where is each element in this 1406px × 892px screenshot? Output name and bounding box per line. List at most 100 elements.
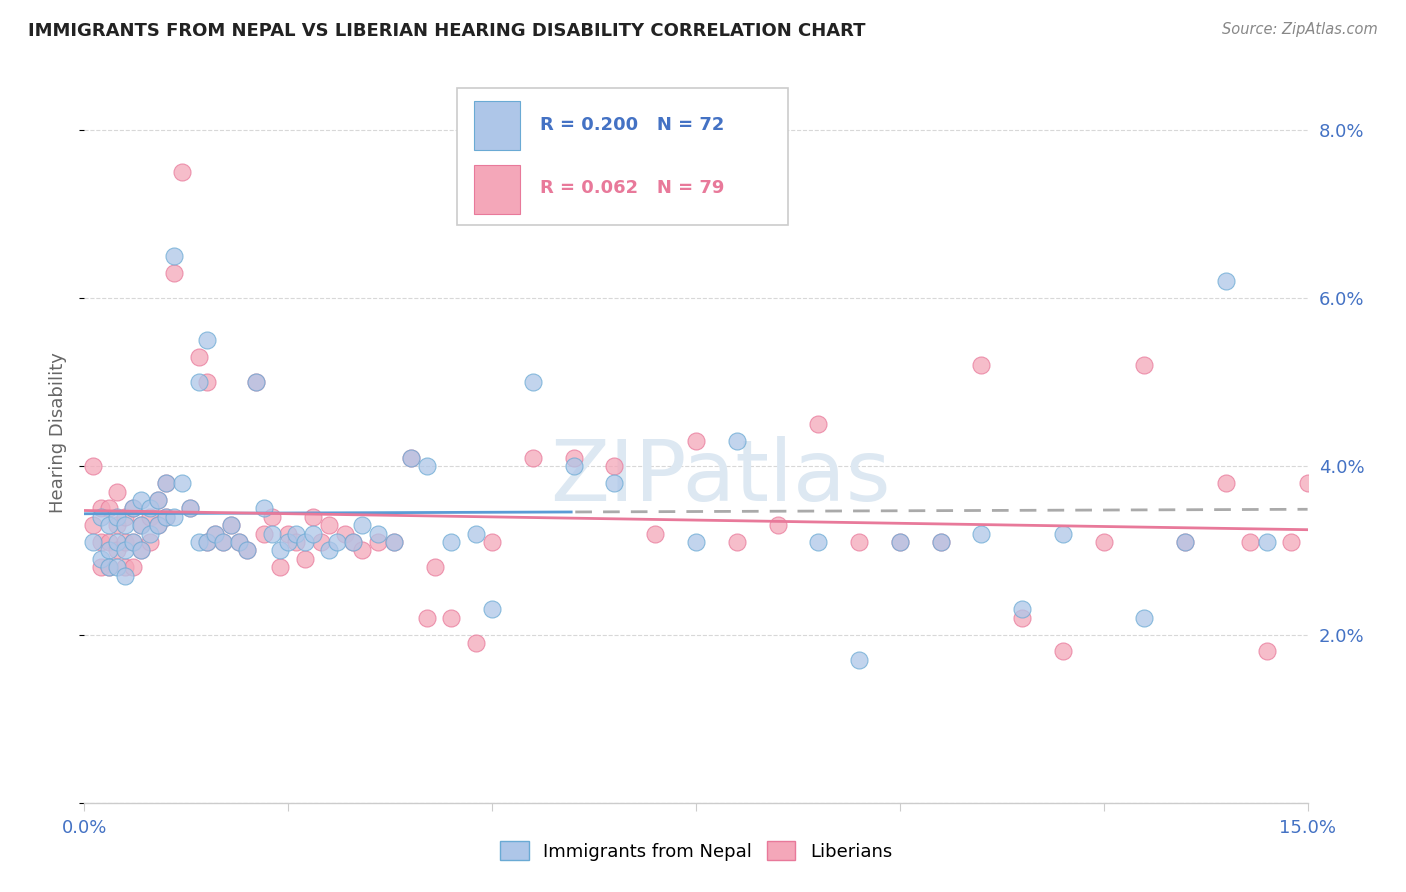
Point: [440, 610, 463, 624]
Point: [97, 543, 120, 558]
Point: [97, 535, 120, 549]
Point: [367, 526, 389, 541]
Point: [245, 375, 267, 389]
Point: [163, 249, 186, 263]
Point: [464, 526, 486, 541]
Point: [929, 535, 952, 549]
Point: [481, 535, 503, 549]
Point: [285, 526, 308, 541]
Point: [399, 450, 422, 465]
Point: [90, 535, 112, 549]
Point: [848, 653, 870, 667]
Point: [195, 535, 218, 549]
Point: [416, 459, 439, 474]
Point: [1174, 535, 1197, 549]
Point: [1133, 610, 1156, 624]
Point: [245, 375, 267, 389]
Point: [122, 535, 145, 549]
Point: [195, 535, 218, 549]
Point: [187, 350, 209, 364]
Point: [97, 501, 120, 516]
Point: [269, 560, 291, 574]
Point: [889, 535, 911, 549]
Point: [122, 501, 145, 516]
Point: [766, 518, 789, 533]
Point: [260, 526, 283, 541]
Point: [562, 459, 585, 474]
Point: [163, 266, 186, 280]
Point: [522, 450, 544, 465]
Point: [644, 526, 666, 541]
Point: [285, 535, 308, 549]
Legend: Immigrants from Nepal, Liberians: Immigrants from Nepal, Liberians: [492, 833, 900, 868]
Point: [114, 535, 136, 549]
Point: [105, 535, 128, 549]
Point: [187, 375, 209, 389]
Point: [146, 518, 169, 533]
Point: [481, 602, 503, 616]
Point: [212, 535, 235, 549]
Point: [848, 535, 870, 549]
Point: [440, 535, 463, 549]
Point: [146, 518, 169, 533]
Point: [105, 543, 128, 558]
Point: [277, 526, 299, 541]
Point: [889, 535, 911, 549]
Point: [138, 526, 160, 541]
Point: [253, 526, 276, 541]
Point: [970, 359, 993, 373]
Point: [219, 518, 242, 533]
Point: [294, 551, 316, 566]
Point: [236, 543, 259, 558]
Point: [131, 518, 153, 533]
Point: [1215, 476, 1237, 491]
Point: [725, 535, 748, 549]
Point: [82, 459, 104, 474]
Point: [367, 535, 389, 549]
Text: IMMIGRANTS FROM NEPAL VS LIBERIAN HEARING DISABILITY CORRELATION CHART: IMMIGRANTS FROM NEPAL VS LIBERIAN HEARIN…: [28, 22, 866, 40]
Point: [326, 535, 349, 549]
Point: [260, 509, 283, 524]
Point: [1256, 535, 1278, 549]
Point: [131, 543, 153, 558]
Point: [382, 535, 405, 549]
Point: [155, 476, 177, 491]
Point: [219, 518, 242, 533]
Point: [114, 518, 136, 533]
Point: [970, 526, 993, 541]
Point: [603, 476, 626, 491]
Point: [1239, 535, 1261, 549]
Point: [253, 501, 276, 516]
Point: [807, 417, 830, 432]
Point: [350, 543, 373, 558]
Point: [146, 492, 169, 507]
Point: [350, 518, 373, 533]
Point: [1011, 602, 1033, 616]
Point: [644, 181, 666, 195]
Point: [318, 543, 340, 558]
Point: [464, 636, 486, 650]
Point: [155, 509, 177, 524]
Point: [155, 476, 177, 491]
Point: [179, 501, 201, 516]
Point: [603, 459, 626, 474]
Point: [138, 501, 160, 516]
Point: [90, 551, 112, 566]
Point: [522, 375, 544, 389]
Point: [105, 560, 128, 574]
Point: [725, 434, 748, 448]
Point: [131, 492, 153, 507]
Point: [423, 560, 446, 574]
Point: [105, 518, 128, 533]
Point: [97, 518, 120, 533]
Point: [146, 492, 169, 507]
Point: [114, 543, 136, 558]
Point: [179, 501, 201, 516]
Point: [122, 560, 145, 574]
Point: [187, 535, 209, 549]
Point: [342, 535, 364, 549]
Point: [1133, 359, 1156, 373]
Point: [399, 450, 422, 465]
Point: [172, 165, 194, 179]
Point: [114, 509, 136, 524]
